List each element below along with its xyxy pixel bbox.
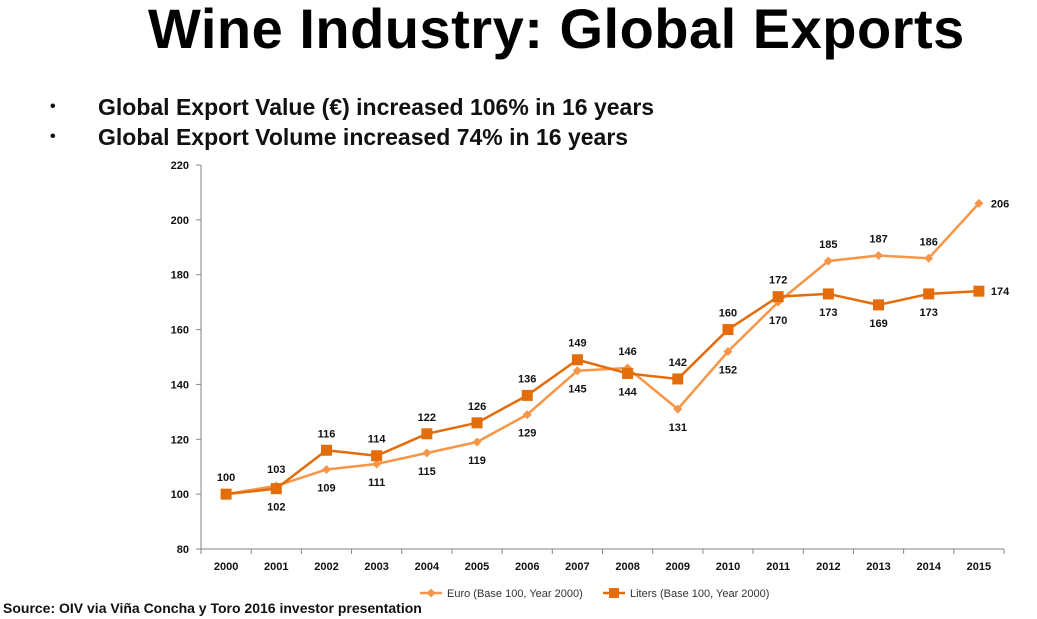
data-label: 186 [920,236,938,248]
slide-title: Wine Industry: Global Exports [148,0,965,60]
x-tick-label: 2001 [264,561,288,573]
y-tick-label: 160 [171,325,189,337]
y-tick-label: 80 [177,544,189,556]
data-label: 129 [518,428,536,440]
data-point-square [772,291,784,303]
x-tick-label: 2010 [716,561,740,573]
legend-marker-diamond [426,588,436,598]
data-point-square [320,444,332,456]
source-note: Source: OIV via Viña Concha y Toro 2016 … [3,600,422,616]
data-label: 136 [518,373,536,385]
data-point-square [371,450,383,462]
bullet-item-volume: • Global Export Volume increased 74% in … [50,122,654,152]
data-point-diamond [321,464,331,474]
bullet-text-volume: Global Export Volume increased 74% in 16… [98,123,629,150]
legend-label: Liters (Base 100, Year 2000) [630,588,769,600]
data-label: 126 [468,401,486,413]
data-label: 145 [568,384,586,396]
data-point-square [220,488,232,500]
data-point-diamond [874,251,884,261]
data-label: 115 [418,466,436,478]
y-tick-label: 180 [171,270,189,282]
data-label: 111 [368,477,385,489]
data-point-diamond [522,410,532,420]
data-label: 116 [318,428,336,440]
data-label: 146 [618,346,636,358]
legend-marker-square [609,588,619,598]
bullet-dot-icon: • [50,98,56,115]
y-tick-label: 120 [171,434,189,446]
bullet-text-value: Global Export Value (€) increased 106% i… [98,93,655,120]
data-label: 119 [468,455,486,467]
data-point-diamond [823,256,833,266]
x-tick-label: 2015 [967,561,991,573]
data-label: 206 [991,198,1009,210]
data-point-square [923,288,935,300]
data-label: 173 [819,307,837,319]
data-point-square [270,483,282,495]
data-point-diamond [974,198,984,208]
data-label: 170 [769,315,787,327]
data-point-diamond [422,448,432,458]
data-label: 173 [920,307,938,319]
x-tick-label: 2005 [465,561,489,573]
x-tick-label: 2012 [816,561,840,573]
data-label: 100 [217,472,235,484]
data-label: 169 [869,318,887,330]
data-point-diamond [572,366,582,376]
data-label: 142 [669,357,687,369]
x-tick-label: 2000 [214,561,238,573]
data-label: 152 [719,365,737,377]
data-point-square [973,285,985,297]
x-tick-label: 2011 [766,561,790,573]
data-label: 109 [317,482,335,494]
data-point-diamond [673,404,683,414]
data-point-square [873,299,885,311]
data-label: 114 [368,434,387,446]
y-tick-label: 220 [171,160,189,172]
data-label: 185 [819,239,837,251]
x-tick-label: 2014 [916,561,941,573]
data-point-square [622,367,634,379]
y-tick-label: 100 [171,489,189,501]
x-tick-label: 2002 [314,561,338,573]
data-label: 103 [267,464,285,476]
data-label: 144 [618,386,637,398]
bullet-list: • Global Export Value (€) increased 106%… [50,92,654,152]
series-line-square [225,289,979,496]
data-point-square [722,324,734,336]
bullet-dot-icon: • [50,128,56,145]
y-tick-label: 200 [171,215,189,227]
data-point-square [822,288,834,300]
data-point-diamond [924,253,934,263]
x-tick-label: 2006 [515,561,539,573]
x-tick-label: 2013 [866,561,890,573]
data-label: 160 [719,308,737,320]
data-label: 149 [568,338,586,350]
data-point-square [471,417,483,429]
data-label: 187 [869,234,887,246]
data-label: 174 [991,286,1010,298]
x-tick-label: 2003 [364,561,388,573]
data-point-square [571,354,583,366]
data-point-diamond [472,437,482,447]
data-point-diamond [372,459,382,469]
series-line-diamond [225,202,980,496]
data-point-square [521,389,533,401]
data-point-square [421,428,433,440]
bullet-item-value: • Global Export Value (€) increased 106%… [50,92,654,122]
x-tick-label: 2004 [415,561,440,573]
x-tick-label: 2008 [615,561,639,573]
data-label: 102 [267,502,285,514]
data-label: 131 [669,422,687,434]
data-label: 122 [418,412,436,424]
y-tick-label: 140 [171,379,189,391]
x-tick-label: 2007 [565,561,589,573]
data-label: 172 [769,275,787,287]
data-point-square [672,373,684,385]
data-point-diamond [723,347,733,357]
x-tick-label: 2009 [666,561,690,573]
legend-label: Euro (Base 100, Year 2000) [447,588,583,600]
